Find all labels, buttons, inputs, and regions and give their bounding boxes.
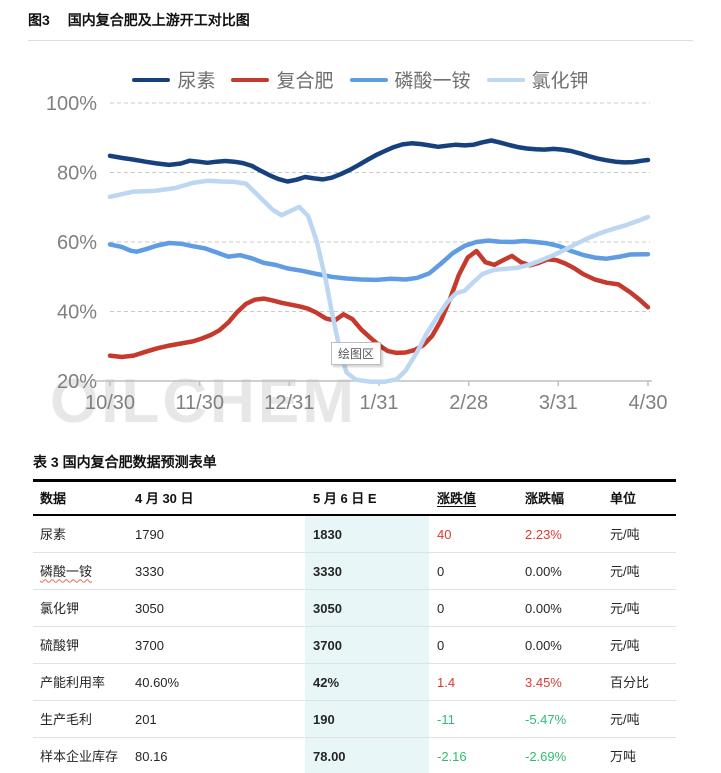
value-apr30: 3330 bbox=[135, 563, 164, 579]
line-chart: 100% 80% 60% 40% 20%10/30 11/30 12/31 1/31 2/28 3… bbox=[46, 93, 668, 414]
x-axis-label: 4/30 bbox=[629, 392, 668, 414]
value-change-pct: 0.00% bbox=[525, 563, 562, 579]
row-label: 硫酸钾 bbox=[40, 637, 80, 653]
figure-title-text: 国内复合肥及上游开工对比图 bbox=[67, 12, 250, 28]
y-axis-label: 20% bbox=[57, 371, 97, 393]
legend-line-swatch bbox=[132, 77, 171, 82]
value-change: 0 bbox=[437, 563, 445, 579]
x-axis-label: 12/31 bbox=[264, 392, 314, 414]
header-data: 数据 bbox=[40, 490, 67, 506]
table-header-row: 数据 4 月 30 日 5 月 6 日 E 涨跌值 涨跌幅 单位 bbox=[33, 482, 676, 516]
series-line-尿素 bbox=[107, 138, 651, 184]
row-label: 样本企业库存 bbox=[40, 748, 119, 764]
value-change-pct: 0.00% bbox=[525, 637, 562, 653]
value-unit: 百分比 bbox=[610, 674, 650, 690]
value-unit: 元/吨 bbox=[610, 711, 640, 727]
y-axis-label: 80% bbox=[57, 163, 97, 185]
value-change-pct: 3.45% bbox=[525, 674, 562, 690]
value-apr30: 40.60% bbox=[135, 674, 180, 690]
legend-label: 尿素 bbox=[177, 71, 216, 92]
row-label: 生产毛利 bbox=[40, 711, 93, 727]
legend-line-swatch bbox=[349, 77, 388, 82]
value-apr30: 3700 bbox=[135, 637, 164, 653]
value-change-pct: -5.47% bbox=[525, 711, 567, 727]
header-apr30: 4 月 30 日 bbox=[135, 490, 194, 506]
value-apr30: 201 bbox=[135, 711, 157, 727]
table-row: 氯化钾 3050 3050 0 0.00% 元/吨 bbox=[33, 590, 676, 627]
table-title-text: 国内复合肥数据预测表单 bbox=[62, 454, 217, 470]
title-divider bbox=[28, 40, 693, 41]
value-apr30: 3050 bbox=[135, 600, 164, 616]
value-unit: 元/吨 bbox=[610, 600, 640, 616]
value-change: 0 bbox=[437, 600, 445, 616]
legend-label: 磷酸一铵 bbox=[394, 71, 471, 92]
figure-title: 图3 国内复合肥及上游开工对比图 bbox=[28, 10, 250, 30]
header-change-value: 涨跌值 bbox=[437, 490, 477, 506]
data-table: 数据 4 月 30 日 5 月 6 日 E 涨跌值 涨跌幅 单位 尿素 1790… bbox=[33, 479, 676, 773]
x-axis-label: 3/31 bbox=[539, 392, 578, 414]
watermark-text: OILCHEM bbox=[50, 367, 357, 436]
table-row: 样本企业库存 80.16 78.00 -2.16 -2.69% 万吨 bbox=[33, 738, 676, 773]
x-axis-label: 2/28 bbox=[449, 392, 488, 414]
legend-item: 复合肥 bbox=[231, 66, 334, 93]
y-axis-label: 60% bbox=[57, 232, 97, 254]
table-row: 产能利用率 40.60% 42% 1.4 3.45% 百分比 bbox=[33, 664, 676, 701]
value-change: -11 bbox=[437, 711, 455, 727]
value-change-pct: 2.23% bbox=[525, 526, 562, 542]
table-row: 尿素 1790 1830 40 2.23% 元/吨 bbox=[33, 516, 676, 553]
value-unit: 元/吨 bbox=[610, 563, 640, 579]
y-axis-label: 40% bbox=[57, 302, 97, 324]
table-number: 表 3 bbox=[33, 454, 59, 470]
figure-number: 图3 bbox=[28, 12, 50, 28]
series-line-复合肥 bbox=[107, 248, 651, 360]
value-unit: 元/吨 bbox=[610, 526, 640, 542]
value-unit: 元/吨 bbox=[610, 637, 640, 653]
legend-item: 尿素 bbox=[132, 66, 215, 93]
table-body: 尿素 1790 1830 40 2.23% 元/吨 磷酸一铵 3330 3330… bbox=[33, 516, 676, 773]
legend-item: 氯化钾 bbox=[486, 66, 589, 93]
row-label: 尿素 bbox=[40, 526, 67, 542]
plot-area-tooltip: 绘图区 bbox=[331, 342, 381, 365]
table-title: 表 3 国内复合肥数据预测表单 bbox=[33, 452, 676, 472]
row-label: 磷酸一铵 bbox=[40, 563, 93, 579]
legend-item: 磷酸一铵 bbox=[349, 66, 471, 93]
row-label: 氯化钾 bbox=[40, 600, 80, 616]
header-unit: 单位 bbox=[610, 490, 637, 506]
series-line-磷酸一铵 bbox=[107, 238, 651, 283]
data-table-block: 表 3 国内复合肥数据预测表单 数据 4 月 30 日 5 月 6 日 E 涨跌… bbox=[33, 452, 676, 773]
value-apr30: 1790 bbox=[135, 526, 164, 542]
value-may6e-forecast: 190 bbox=[305, 701, 429, 737]
value-apr30: 80.16 bbox=[135, 748, 168, 764]
table-row: 硫酸钾 3700 3700 0 0.00% 元/吨 bbox=[33, 627, 676, 664]
legend-label: 复合肥 bbox=[276, 71, 334, 92]
value-may6e-forecast: 1830 bbox=[305, 516, 429, 552]
value-change-pct: 0.00% bbox=[525, 600, 562, 616]
chart-legend: 尿素 复合肥 磷酸一铵 氯化钾 bbox=[0, 66, 721, 93]
value-may6e-forecast: 78.00 bbox=[305, 738, 429, 773]
table-row: 生产毛利 201 190 -11 -5.47% 元/吨 bbox=[33, 701, 676, 738]
value-may6e-forecast: 3330 bbox=[305, 553, 429, 589]
x-axis-label: 1/31 bbox=[360, 392, 399, 414]
value-change: -2.16 bbox=[437, 748, 467, 764]
x-axis-label: 10/30 bbox=[85, 392, 135, 414]
value-may6e-forecast: 42% bbox=[305, 664, 429, 700]
value-may6e-forecast: 3050 bbox=[305, 590, 429, 626]
value-unit: 万吨 bbox=[610, 748, 637, 764]
header-change-pct: 涨跌幅 bbox=[525, 490, 565, 506]
x-axis-label: 11/30 bbox=[175, 392, 224, 414]
value-change-pct: -2.69% bbox=[525, 748, 567, 764]
y-axis-label: 100% bbox=[46, 93, 97, 115]
legend-label: 氯化钾 bbox=[531, 71, 589, 92]
value-change: 40 bbox=[437, 526, 452, 542]
table-row: 磷酸一铵 3330 3330 0 0.00% 元/吨 bbox=[33, 553, 676, 590]
value-may6e-forecast: 3700 bbox=[305, 627, 429, 663]
value-change: 1.4 bbox=[437, 674, 456, 690]
legend-line-swatch bbox=[231, 77, 270, 82]
row-label: 产能利用率 bbox=[40, 674, 106, 690]
header-may6e: 5 月 6 日 E bbox=[313, 490, 377, 506]
legend-line-swatch bbox=[486, 77, 525, 82]
series-line-氯化钾 bbox=[107, 178, 651, 384]
value-change: 0 bbox=[437, 637, 445, 653]
